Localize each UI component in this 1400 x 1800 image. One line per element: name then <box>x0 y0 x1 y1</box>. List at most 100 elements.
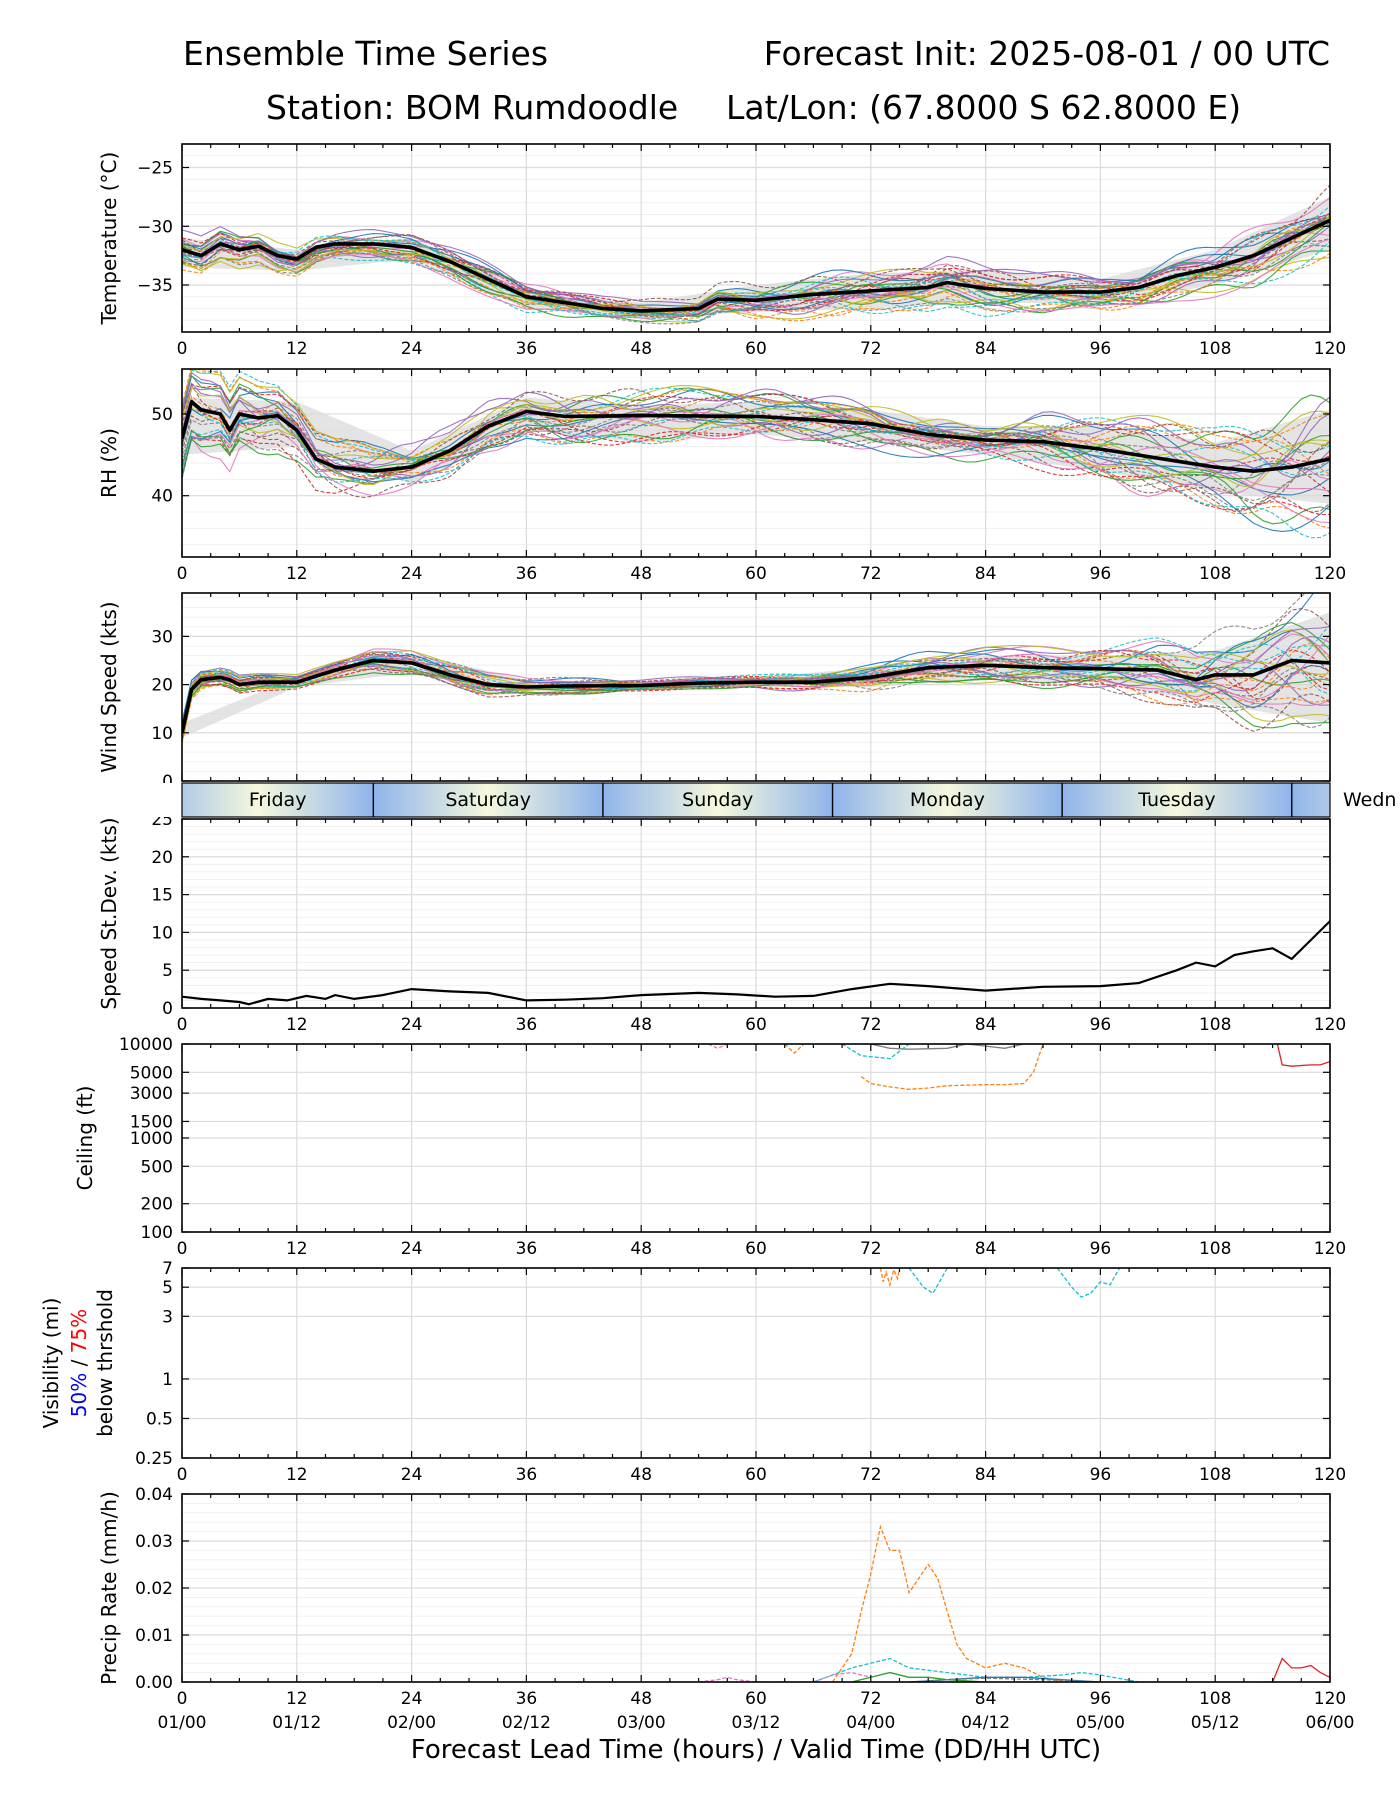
day-label: Monday <box>910 789 985 811</box>
y-tick-label: 5 <box>162 961 173 981</box>
x-tick-label: 24 <box>401 339 423 359</box>
plot-area <box>879 1268 1121 1298</box>
ensemble-member-line <box>182 216 1330 312</box>
x-tick-label: 120 <box>1314 1239 1346 1259</box>
ensemble-member-line <box>182 649 1330 736</box>
x-valid-time-label: 05/12 <box>1191 1713 1240 1733</box>
series-line <box>784 1044 805 1054</box>
ensemble-spread <box>182 397 1330 504</box>
y-tick-label: 0.00 <box>135 1673 173 1693</box>
x-tick-label: 12 <box>286 1239 308 1259</box>
x-tick-label: 84 <box>975 1465 997 1485</box>
y-tick-label: 0.01 <box>135 1626 173 1646</box>
plot-area <box>182 920 1330 1006</box>
ensemble-member-line <box>182 407 1330 495</box>
y-tick-label: 500 <box>141 1157 173 1177</box>
ensemble-member-line <box>182 413 1330 497</box>
x-tick-label: 0 <box>177 1465 188 1485</box>
x-tick-label: 60 <box>745 339 767 359</box>
y-axis-label: Temperature (°C) <box>97 152 121 326</box>
x-tick-label: 12 <box>286 1015 308 1035</box>
y-tick-label: 1500 <box>130 1112 173 1132</box>
x-tick-label: 60 <box>745 1465 767 1485</box>
x-valid-time-label: 01/00 <box>158 1713 207 1733</box>
x-tick-label: 72 <box>860 1239 882 1259</box>
series-line <box>908 1268 948 1295</box>
day-band-segment <box>1062 783 1292 817</box>
plot-area <box>182 369 1330 539</box>
x-tick-label: 84 <box>975 564 997 584</box>
x-tick-label: 120 <box>1314 564 1346 584</box>
threshold-separator: / <box>67 1353 91 1372</box>
y-tick-label: 100 <box>141 1223 173 1243</box>
y-axis-sublabel-2: below thrshold <box>93 1289 117 1437</box>
y-tick-label: 50 <box>151 405 173 425</box>
ensemble-member-line <box>182 649 1330 730</box>
day-band: Friday Saturday Sunday Monday Tuesday Wedn <box>0 782 1400 818</box>
x-tick-label: 120 <box>1314 339 1346 359</box>
x-tick-label: 36 <box>516 564 538 584</box>
y-tick-label: 5 <box>162 1278 173 1298</box>
ensemble-member-line <box>182 393 1330 475</box>
x-tick-label: 36 <box>516 1239 538 1259</box>
x-tick-label: 12 <box>286 564 308 584</box>
y-tick-label: 0.5 <box>146 1409 173 1429</box>
panel-precip_rate: 0 12 24 36 48 60 72 84 96 108 120 01/00 01/12 02/00 02… <box>97 1485 1355 1733</box>
x-tick-label: 96 <box>1090 564 1112 584</box>
panel-temperature: 0 12 24 36 48 60 72 84 96 108 120 −25 −30 −35 Temperat… <box>97 143 1346 359</box>
ensemble-member-line <box>182 382 1330 479</box>
ensemble-member-line <box>182 665 1330 734</box>
x-tick-label: 24 <box>401 564 423 584</box>
y-axis-label: Speed St.Dev. (kts) <box>97 817 121 1009</box>
y-tick-label: −35 <box>137 276 173 296</box>
series-line <box>707 1044 728 1050</box>
day-label: Saturday <box>445 789 531 811</box>
threshold-75-label: 75% <box>67 1309 91 1353</box>
y-tick-label: 0 <box>162 772 173 792</box>
x-tick-label: 36 <box>516 339 538 359</box>
x-tick-label: 48 <box>630 1015 652 1035</box>
x-tick-label: 0 <box>177 564 188 584</box>
series-line <box>841 1044 910 1060</box>
x-tick-label: 108 <box>1199 1239 1231 1259</box>
x-tick-label: 84 <box>975 1015 997 1035</box>
y-tick-label: 3 <box>162 1307 173 1327</box>
x-tick-label: 84 <box>975 339 997 359</box>
x-tick-label: 120 <box>1314 1465 1346 1485</box>
series-line <box>860 1044 1044 1090</box>
y-axis-label: RH (%) <box>97 428 121 498</box>
x-tick-label: 96 <box>1090 1465 1112 1485</box>
ensemble-member-line <box>182 213 1330 312</box>
y-tick-label: 0.04 <box>135 1485 173 1505</box>
panel-ceiling: 0 12 24 36 48 60 72 84 96 108 120 100 200 500 10001500… <box>73 1035 1346 1259</box>
x-tick-label: 72 <box>860 564 882 584</box>
x-tick-label: 36 <box>516 1465 538 1485</box>
x-tick-label: 24 <box>401 1239 423 1259</box>
series-line <box>879 1268 901 1288</box>
ensemble-member-line <box>182 205 1330 316</box>
series-line <box>182 920 1330 1006</box>
ensemble-member-line <box>182 408 1330 481</box>
series-line <box>909 1677 1101 1682</box>
x-valid-time-label: 01/12 <box>272 1713 321 1733</box>
panel-wind_speed: 012243648607284961081200102030Wind Speed… <box>97 592 1346 808</box>
x-tick-label: 84 <box>975 1239 997 1259</box>
station-name: Station: BOM Rumdoodle <box>266 88 679 127</box>
day-band-segment <box>602 783 833 817</box>
x-tick-label: 60 <box>745 564 767 584</box>
station-latlon: Lat/Lon: (67.8000 S 62.8000 E) <box>726 88 1242 127</box>
x-tick-label: 12 <box>286 339 308 359</box>
x-tick-label: 24 <box>401 1465 423 1485</box>
x-tick-label: 0 <box>177 1689 188 1709</box>
ensemble-member-line <box>182 374 1330 477</box>
x-tick-label: 48 <box>630 1689 652 1709</box>
y-axis-label: Precip Rate (mm/h) <box>97 1491 121 1685</box>
x-valid-time-label: 06/00 <box>1306 1713 1355 1733</box>
x-tick-label: 72 <box>860 1465 882 1485</box>
y-axis-label: Visibility (mi) <box>39 1298 63 1429</box>
ensemble-member-line <box>182 236 1330 322</box>
y-tick-label: 0.02 <box>135 1579 173 1599</box>
day-band-frame <box>181 782 1331 818</box>
x-tick-label: 48 <box>630 339 652 359</box>
